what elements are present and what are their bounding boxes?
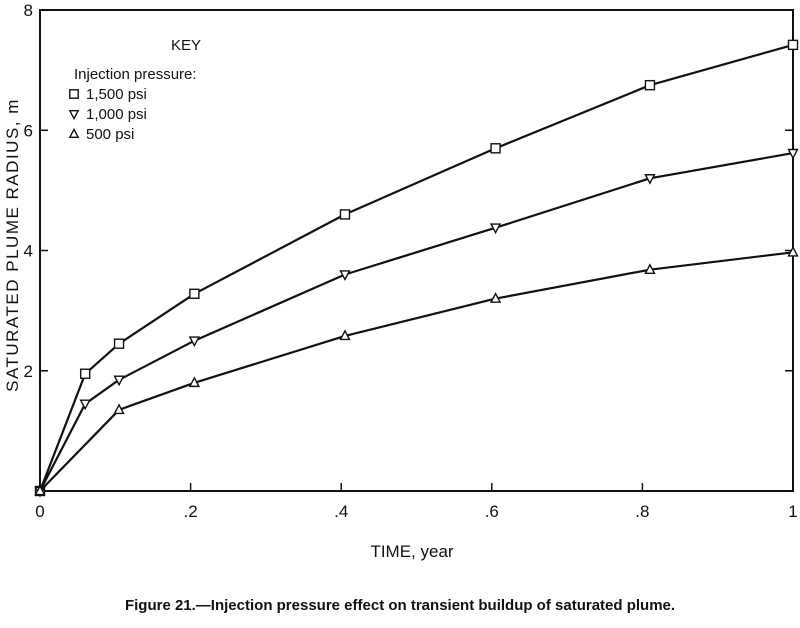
- data-point-square: [339, 209, 351, 220]
- data-point-triangle-up: [339, 329, 351, 341]
- data-point-triangle-up: [34, 484, 46, 496]
- legend-label: 1,000 psi: [86, 106, 147, 123]
- plot-area: 2 4 6 8 0 .2 .4 .6 .8 1: [24, 1, 799, 521]
- data-point-square: [79, 368, 91, 379]
- legend-items: 1,500 psi 1,000 psi 500 psi: [68, 86, 147, 143]
- data-point-triangle-down: [489, 223, 502, 235]
- legend-key-title: KEY: [171, 37, 201, 54]
- data-point-triangle-up: [787, 245, 799, 257]
- legend-marker-triangle-up: [68, 127, 80, 139]
- y-tick-label: 4: [24, 242, 33, 261]
- data-point-square: [113, 338, 125, 349]
- data-point-triangle-down: [79, 399, 91, 411]
- series-2: [34, 148, 799, 498]
- x-tick-label: 1: [788, 502, 797, 521]
- x-axis-title: TIME, year: [370, 542, 453, 561]
- series-1: [34, 39, 799, 497]
- y-tick-label: 6: [24, 121, 33, 140]
- legend-heading: Injection pressure:: [74, 66, 197, 83]
- y-axis-ticks: 2 4 6 8: [24, 1, 793, 492]
- figure-caption: Figure 21.—Injection pressure effect on …: [125, 597, 675, 614]
- legend-label: 500 psi: [86, 126, 134, 143]
- series-line: [38, 43, 794, 492]
- series-line: [39, 152, 794, 492]
- data-point-triangle-down: [644, 174, 656, 185]
- legend-marker-square: [69, 89, 79, 99]
- series-line: [39, 251, 794, 492]
- data-point-triangle-up: [489, 292, 502, 303]
- legend-label: 1,500 psi: [86, 86, 147, 103]
- data-point-triangle-down: [339, 270, 351, 282]
- legend-marker-triangle-down: [68, 109, 80, 121]
- legend: KEY Injection pressure: 1,500 psi 1,000 p…: [68, 37, 201, 143]
- data-point-triangle-down: [188, 336, 201, 348]
- x-tick-label: 0: [35, 502, 44, 521]
- x-tick-label: .8: [635, 502, 649, 521]
- data-point-triangle-down: [113, 375, 125, 387]
- y-tick-label: 8: [24, 1, 33, 20]
- data-point-triangle-up: [644, 263, 656, 275]
- series-3: [34, 245, 799, 496]
- y-tick-label: 2: [24, 362, 33, 381]
- data-point-triangle-down: [787, 148, 799, 160]
- data-point-square: [644, 79, 656, 91]
- x-tick-label: .6: [485, 502, 499, 521]
- series-layer: [34, 39, 799, 498]
- y-axis-title: SATURATED PLUME RADIUS, m: [3, 98, 22, 392]
- x-axis-ticks: 0 .2 .4 .6 .8 1: [35, 483, 798, 521]
- data-point-square: [490, 143, 501, 154]
- x-tick-label: .4: [334, 502, 348, 521]
- data-point-triangle-up: [113, 403, 125, 415]
- data-point-square: [787, 39, 799, 51]
- data-point-square: [189, 288, 200, 299]
- x-tick-label: .2: [184, 502, 198, 521]
- data-point-triangle-up: [188, 376, 201, 388]
